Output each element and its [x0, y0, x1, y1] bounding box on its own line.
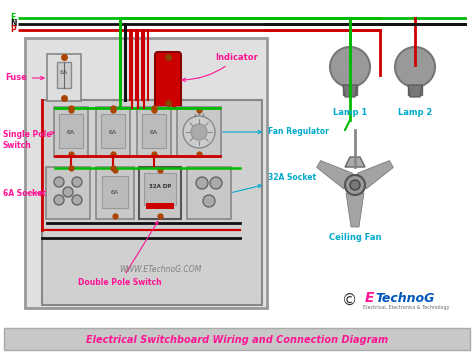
FancyBboxPatch shape [57, 62, 71, 88]
FancyBboxPatch shape [187, 167, 231, 219]
FancyBboxPatch shape [25, 38, 267, 308]
FancyBboxPatch shape [343, 85, 357, 95]
FancyBboxPatch shape [54, 107, 88, 157]
Text: Single Pole
Switch: Single Pole Switch [3, 130, 55, 150]
Text: N: N [10, 19, 17, 29]
FancyBboxPatch shape [142, 114, 166, 148]
Circle shape [350, 180, 360, 190]
Text: Electrical, Electronics & Technology: Electrical, Electronics & Technology [363, 305, 449, 310]
Circle shape [54, 195, 64, 205]
Text: 6A Socket: 6A Socket [3, 188, 46, 198]
FancyBboxPatch shape [101, 114, 125, 148]
FancyBboxPatch shape [144, 173, 176, 205]
Circle shape [63, 187, 73, 197]
Circle shape [330, 47, 370, 87]
Text: Fan Regulator: Fan Regulator [223, 127, 329, 137]
FancyBboxPatch shape [177, 107, 221, 157]
Text: 1: 1 [202, 113, 204, 117]
Text: Lamp 1: Lamp 1 [333, 108, 367, 117]
Text: 2: 2 [198, 112, 201, 116]
FancyBboxPatch shape [59, 114, 83, 148]
Text: WWW.ETechnoG.COM: WWW.ETechnoG.COM [119, 265, 201, 274]
Circle shape [345, 175, 365, 195]
Circle shape [203, 195, 215, 207]
Text: 32A DP: 32A DP [149, 183, 171, 188]
FancyBboxPatch shape [146, 203, 174, 209]
Circle shape [196, 177, 208, 189]
Circle shape [350, 180, 360, 190]
FancyBboxPatch shape [96, 107, 130, 157]
FancyBboxPatch shape [47, 54, 81, 101]
Polygon shape [357, 160, 393, 189]
FancyBboxPatch shape [46, 167, 90, 219]
Polygon shape [317, 160, 353, 189]
Text: P: P [10, 25, 16, 34]
Polygon shape [408, 85, 422, 97]
Text: 6A: 6A [60, 69, 68, 74]
FancyBboxPatch shape [408, 85, 422, 95]
Text: Lamp 2: Lamp 2 [398, 108, 432, 117]
Polygon shape [345, 157, 365, 167]
Text: 6A: 6A [150, 130, 158, 135]
Text: 6A: 6A [111, 190, 119, 195]
Circle shape [191, 124, 207, 140]
Polygon shape [343, 85, 357, 97]
FancyBboxPatch shape [96, 167, 134, 219]
Text: Fuse: Fuse [5, 74, 44, 82]
Text: Electrical Switchboard Wiring and Connection Diagram: Electrical Switchboard Wiring and Connec… [86, 335, 388, 345]
Text: Indicator: Indicator [182, 53, 258, 81]
Text: TechnoG: TechnoG [375, 291, 434, 304]
Circle shape [183, 116, 215, 148]
FancyBboxPatch shape [137, 107, 171, 157]
Circle shape [210, 177, 222, 189]
FancyBboxPatch shape [155, 52, 181, 108]
Circle shape [395, 47, 435, 87]
Text: 6A: 6A [67, 130, 75, 135]
Circle shape [54, 177, 64, 187]
Polygon shape [346, 193, 364, 227]
Text: ©: © [342, 292, 357, 308]
Text: Double Pole Switch: Double Pole Switch [78, 221, 162, 287]
Text: Ceiling Fan: Ceiling Fan [329, 233, 381, 242]
Circle shape [72, 195, 82, 205]
Text: 6A: 6A [109, 130, 117, 135]
Circle shape [72, 177, 82, 187]
Text: E: E [365, 291, 374, 305]
FancyBboxPatch shape [102, 176, 128, 208]
FancyBboxPatch shape [139, 167, 181, 219]
Circle shape [345, 175, 365, 195]
Text: E: E [10, 13, 15, 23]
Text: 3: 3 [194, 114, 196, 118]
Text: 32A Socket: 32A Socket [233, 173, 316, 192]
FancyBboxPatch shape [42, 100, 262, 305]
FancyBboxPatch shape [4, 328, 470, 350]
